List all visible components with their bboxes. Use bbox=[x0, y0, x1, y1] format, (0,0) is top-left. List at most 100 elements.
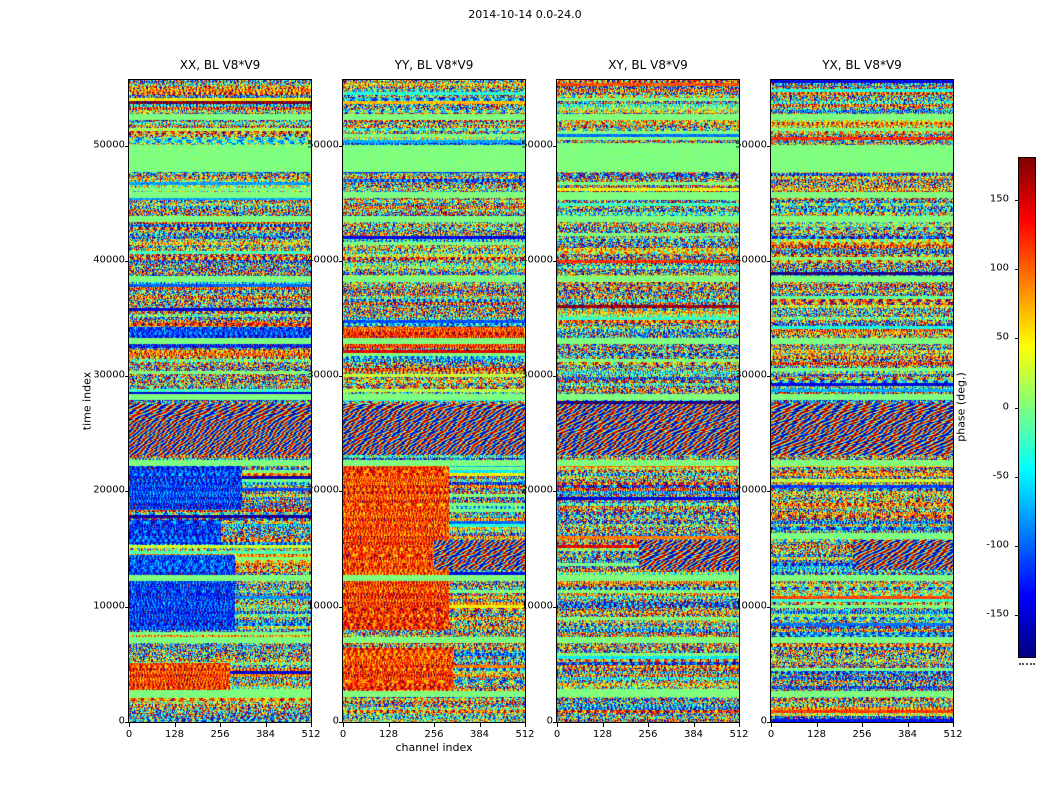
x-tick-label: 512 bbox=[515, 729, 535, 740]
y-tick-label: 20000 bbox=[93, 484, 125, 496]
heatmap-panel-3 bbox=[770, 79, 954, 723]
x-tick bbox=[434, 723, 435, 727]
y-tick-label: 30000 bbox=[307, 369, 339, 381]
y-tick bbox=[553, 491, 557, 493]
x-tick-label: 128 bbox=[378, 729, 399, 740]
y-tick bbox=[339, 606, 343, 608]
y-tick-label: 0 bbox=[332, 715, 339, 727]
x-tick-label: 256 bbox=[638, 729, 658, 740]
colorbar bbox=[1018, 157, 1036, 658]
colorbar-tick bbox=[1015, 199, 1019, 201]
panel-title-2: XY, BL V8*V9 bbox=[608, 58, 688, 72]
y-tick-label: 50000 bbox=[93, 139, 125, 151]
y-tick bbox=[125, 722, 129, 723]
y-tick bbox=[339, 260, 343, 262]
y-tick bbox=[767, 376, 771, 378]
y-tick bbox=[553, 260, 557, 262]
colorbar-tick bbox=[1015, 615, 1019, 617]
y-tick-label: 20000 bbox=[307, 484, 339, 496]
y-tick-label: 50000 bbox=[735, 139, 767, 151]
x-tick bbox=[816, 723, 818, 727]
x-tick bbox=[129, 723, 130, 727]
panel-title-3: YX, BL V8*V9 bbox=[822, 58, 902, 72]
x-axis-label: channel index bbox=[395, 741, 473, 754]
x-tick-label: 384 bbox=[683, 729, 704, 740]
colorbar-tick bbox=[1015, 476, 1019, 478]
panel-title-0: XX, BL V8*V9 bbox=[179, 58, 261, 72]
x-tick bbox=[388, 723, 390, 727]
y-tick bbox=[339, 376, 343, 378]
x-tick-label: 128 bbox=[592, 729, 613, 740]
y-tick bbox=[553, 606, 557, 608]
colorbar-tick bbox=[1015, 338, 1019, 340]
y-tick bbox=[125, 491, 129, 493]
y-tick-label: 20000 bbox=[735, 484, 767, 496]
y-tick-label: 30000 bbox=[735, 369, 767, 381]
x-tick-label: 384 bbox=[255, 729, 276, 740]
x-tick bbox=[174, 723, 176, 727]
panel-title-1: YY, BL V8*V9 bbox=[394, 58, 474, 72]
x-tick-label: 256 bbox=[852, 729, 872, 740]
colorbar-tick bbox=[1015, 268, 1019, 270]
x-tick-label: 512 bbox=[943, 729, 963, 740]
x-tick-label: 128 bbox=[164, 729, 185, 740]
x-tick bbox=[648, 723, 649, 727]
colorbar-extend-dots bbox=[1019, 660, 1035, 665]
x-tick bbox=[343, 723, 344, 727]
y-tick bbox=[767, 722, 771, 723]
y-tick-label: 10000 bbox=[735, 600, 767, 612]
y-tick-label: 50000 bbox=[307, 139, 339, 151]
y-tick-label: 0 bbox=[546, 715, 553, 727]
y-tick-label: 50000 bbox=[521, 139, 553, 151]
y-tick-label: 0 bbox=[118, 715, 125, 727]
x-tick bbox=[311, 723, 312, 727]
y-tick-label: 30000 bbox=[521, 369, 553, 381]
colorbar-tick-label: 0 bbox=[1002, 400, 1009, 412]
x-tick bbox=[953, 723, 954, 727]
y-tick bbox=[125, 260, 129, 262]
x-tick bbox=[602, 723, 604, 727]
y-tick bbox=[553, 145, 557, 147]
x-tick bbox=[479, 723, 481, 727]
x-tick bbox=[862, 723, 863, 727]
y-tick-label: 10000 bbox=[93, 600, 125, 612]
heatmap-panel-1 bbox=[342, 79, 526, 723]
y-tick bbox=[125, 606, 129, 608]
x-tick bbox=[525, 723, 526, 727]
x-tick-label: 256 bbox=[210, 729, 230, 740]
y-tick bbox=[553, 722, 557, 723]
y-tick bbox=[767, 260, 771, 262]
x-tick bbox=[265, 723, 267, 727]
y-tick-label: 40000 bbox=[521, 254, 553, 266]
y-tick-label: 40000 bbox=[307, 254, 339, 266]
y-tick bbox=[339, 722, 343, 723]
x-tick-label: 0 bbox=[767, 729, 775, 740]
colorbar-tick-label: 150 bbox=[989, 192, 1009, 204]
x-tick-label: 256 bbox=[424, 729, 444, 740]
y-tick bbox=[767, 491, 771, 493]
x-tick-label: 512 bbox=[729, 729, 749, 740]
x-tick-label: 0 bbox=[553, 729, 561, 740]
figure-title: 2014-10-14 0.0-24.0 bbox=[468, 8, 582, 21]
y-tick bbox=[767, 606, 771, 608]
y-tick-label: 10000 bbox=[307, 600, 339, 612]
x-tick-label: 384 bbox=[897, 729, 918, 740]
colorbar-tick bbox=[1015, 546, 1019, 548]
colorbar-tick-label: 50 bbox=[996, 331, 1009, 343]
x-tick-label: 384 bbox=[469, 729, 490, 740]
y-tick bbox=[125, 145, 129, 147]
x-tick bbox=[220, 723, 221, 727]
y-tick bbox=[339, 491, 343, 493]
heatmap-panel-0 bbox=[128, 79, 312, 723]
colorbar-tick bbox=[1015, 407, 1019, 409]
x-tick-label: 128 bbox=[806, 729, 827, 740]
x-tick bbox=[693, 723, 695, 727]
y-tick bbox=[767, 145, 771, 147]
colorbar-tick-label: -150 bbox=[986, 608, 1009, 620]
x-tick-label: 512 bbox=[301, 729, 321, 740]
x-tick bbox=[557, 723, 558, 727]
y-tick bbox=[339, 145, 343, 147]
y-tick-label: 40000 bbox=[93, 254, 125, 266]
y-tick bbox=[125, 376, 129, 378]
